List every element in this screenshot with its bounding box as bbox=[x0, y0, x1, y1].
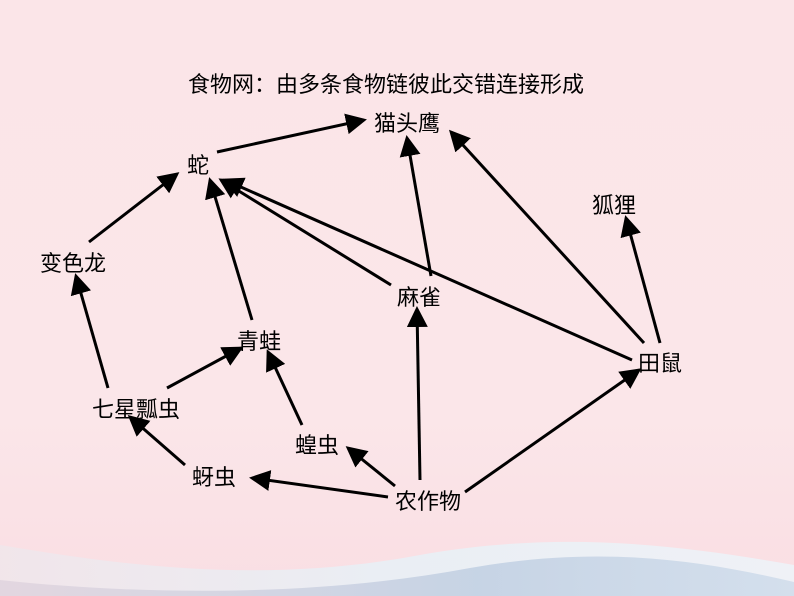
edge-fieldmouse-to-snake bbox=[225, 180, 632, 360]
edge-chameleon-to-snake bbox=[89, 174, 177, 242]
node-aphid: 蚜虫 bbox=[192, 460, 236, 492]
node-chameleon: 变色龙 bbox=[40, 246, 106, 278]
diagram-title: 食物网：由多条食物链彼此交错连接形成 bbox=[188, 67, 584, 99]
node-owl: 猫头鹰 bbox=[374, 106, 440, 138]
node-fieldmouse: 田鼠 bbox=[638, 346, 682, 378]
node-locust: 蝗虫 bbox=[295, 428, 339, 460]
node-snake: 蛇 bbox=[187, 148, 209, 180]
edge-crops-to-fieldmouse bbox=[465, 370, 639, 492]
edge-fieldmouse-to-fox bbox=[626, 218, 660, 343]
edge-fieldmouse-to-owl bbox=[451, 132, 644, 343]
edge-aphid-to-ladybug bbox=[130, 417, 185, 465]
node-frog: 青蛙 bbox=[237, 324, 281, 356]
edge-sparrow-to-owl bbox=[407, 138, 431, 276]
node-ladybug: 七星瓢虫 bbox=[92, 392, 180, 424]
node-fox: 狐狸 bbox=[592, 188, 636, 220]
edge-frog-to-snake bbox=[210, 180, 252, 320]
node-sparrow: 麻雀 bbox=[397, 280, 441, 312]
node-crops: 农作物 bbox=[395, 484, 461, 516]
edge-crops-to-aphid bbox=[252, 478, 388, 497]
edge-crops-to-locust bbox=[348, 448, 395, 486]
diagram-container: 食物网：由多条食物链彼此交错连接形成 猫头鹰蛇狐狸变色龙麻雀青蛙田鼠七星瓢虫蝗虫… bbox=[0, 0, 794, 596]
edge-ladybug-to-frog bbox=[167, 348, 241, 388]
edge-sparrow-to-snake bbox=[221, 180, 391, 285]
edge-crops-to-sparrow bbox=[417, 309, 420, 480]
edge-ladybug-to-chameleon bbox=[76, 276, 108, 388]
edge-locust-to-frog bbox=[268, 352, 302, 425]
edge-snake-to-owl bbox=[217, 120, 364, 152]
